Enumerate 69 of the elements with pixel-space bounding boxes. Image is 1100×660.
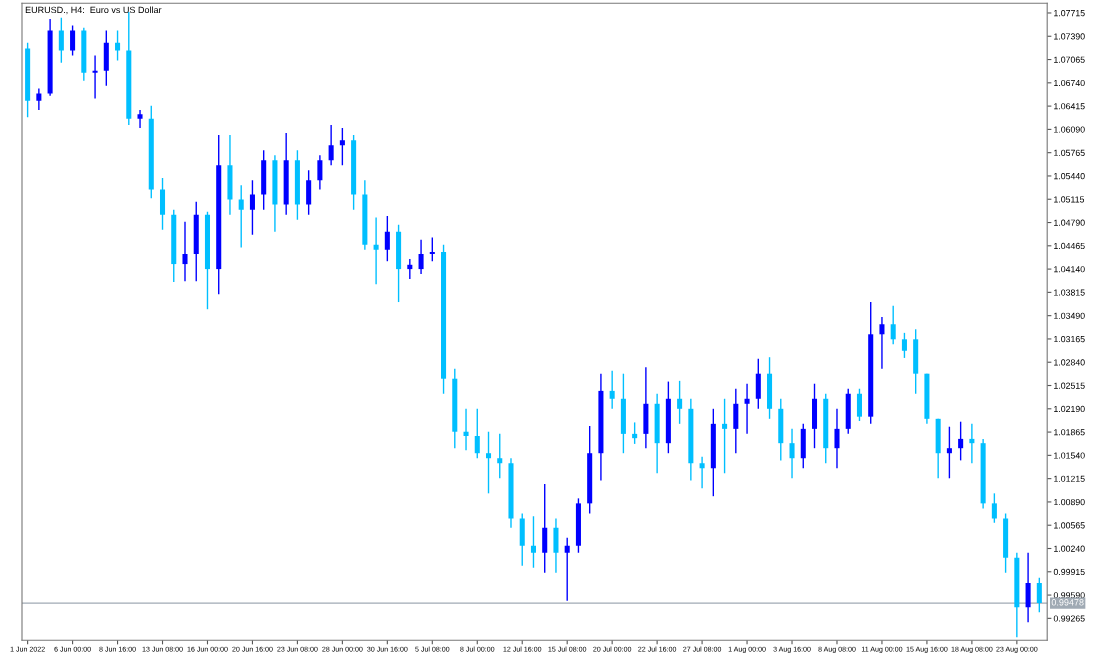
y-tick-label: 1.00890 [1054, 498, 1085, 506]
candlestick [722, 398, 728, 474]
candlestick [463, 408, 469, 452]
candlestick [373, 216, 379, 285]
candlestick [890, 304, 896, 346]
y-tick-label: 1.00565 [1054, 522, 1085, 529]
chart-title: EURUSD., H4: Euro vs US Dollar [25, 6, 162, 15]
y-tick-label: 1.06090 [1054, 126, 1085, 133]
y-tick-label: 1.03165 [1054, 336, 1085, 343]
y-tick-label: 0.99915 [1053, 568, 1085, 576]
y-tick-label: 1.05765 [1054, 149, 1085, 156]
candlestick [58, 16, 64, 64]
candlestick [789, 428, 795, 479]
candlestick [418, 239, 424, 275]
ref-line-label: 0.99478 [1051, 599, 1084, 606]
candlestick [958, 420, 964, 462]
y-tick-label: 1.07715 [1054, 10, 1085, 17]
candlestick [991, 492, 997, 524]
candlestick [137, 109, 143, 129]
candlestick [317, 154, 323, 191]
candlestick [530, 515, 537, 569]
y-tick-label: 1.04465 [1054, 242, 1085, 250]
candlestick [328, 124, 334, 166]
candlestick [70, 24, 76, 57]
y-tick-label: 1.01540 [1054, 452, 1085, 459]
y-tick-label: 1.05440 [1054, 173, 1085, 180]
candlestick [407, 258, 413, 280]
candlestick [609, 370, 615, 410]
candlestick [249, 179, 255, 236]
candlestick [946, 426, 952, 479]
y-tick-label: 1.03815 [1054, 289, 1085, 296]
candlestick [36, 87, 42, 111]
candlestick [564, 537, 570, 602]
candlestick [677, 380, 683, 425]
y-tick-label: 0.99590 [1053, 592, 1085, 599]
candlestick [238, 184, 244, 249]
candlestick [474, 408, 480, 459]
candlestick [744, 383, 750, 435]
y-tick-label: 1.05115 [1054, 196, 1085, 203]
candlestick [497, 433, 503, 479]
candlestick [485, 431, 492, 495]
y-tick-label: 1.02190 [1054, 405, 1085, 413]
candlestick [92, 54, 98, 100]
y-tick-label: 0.99265 [1053, 615, 1085, 622]
candlestick [115, 29, 121, 62]
candlestick [879, 316, 885, 370]
y-tick-label: 1.04140 [1054, 266, 1085, 273]
y-tick-label: 1.02515 [1054, 382, 1085, 389]
y-tick-label: 1.06740 [1054, 79, 1085, 87]
y-tick-label: 1.07390 [1054, 33, 1085, 40]
y-tick-label: 1.03490 [1054, 312, 1085, 319]
y-tick-label: 1.01865 [1054, 429, 1085, 436]
y-tick-label: 1.07065 [1054, 56, 1085, 63]
candlestick [1036, 577, 1042, 613]
candlestick [339, 127, 345, 166]
y-tick-label: 1.06415 [1054, 103, 1085, 110]
candlestick [429, 236, 435, 262]
candlestick [834, 408, 840, 469]
y-tick-label: 1.04790 [1054, 219, 1085, 226]
candlestick [182, 221, 188, 282]
y-tick-label: 1.01215 [1054, 475, 1085, 482]
candlestick [856, 388, 862, 422]
y-tick-label: 1.00240 [1054, 545, 1085, 552]
candlestick [384, 215, 390, 262]
candlestick [699, 456, 705, 490]
candlestick [901, 332, 907, 359]
candlestick [969, 423, 975, 464]
candlestick [632, 421, 638, 445]
y-tick-label: 1.02840 [1054, 359, 1085, 366]
